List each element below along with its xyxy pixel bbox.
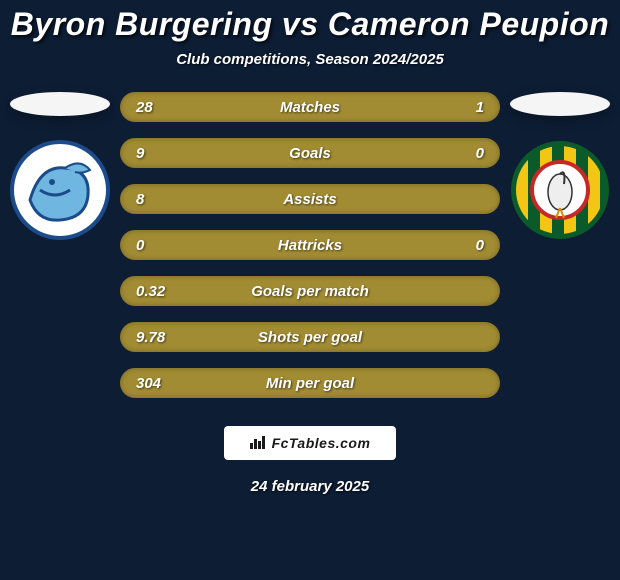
- stat-label: Shots per goal: [196, 329, 424, 346]
- stat-label: Assists: [196, 191, 424, 208]
- stat-row: 0.32Goals per match: [120, 276, 500, 306]
- stat-right-value: 1: [424, 99, 484, 116]
- stat-left-value: 0.32: [136, 283, 196, 300]
- page-subtitle: Club competitions, Season 2024/2025: [0, 51, 620, 68]
- crest-left-icon: [10, 140, 110, 240]
- stat-left-value: 0: [136, 237, 196, 254]
- brand-badge[interactable]: FcTables.com: [224, 426, 396, 460]
- spotlight-right: [510, 92, 610, 116]
- ado-den-haag-crest: [510, 140, 610, 240]
- footer-date: 24 february 2025: [0, 478, 620, 495]
- stat-right-value: 0: [424, 237, 484, 254]
- fc-den-bosch-crest: [10, 140, 110, 240]
- stat-row: 8Assists: [120, 184, 500, 214]
- stat-left-value: 28: [136, 99, 196, 116]
- spotlight-left: [10, 92, 110, 116]
- stat-label: Hattricks: [196, 237, 424, 254]
- stat-row: 9.78Shots per goal: [120, 322, 500, 352]
- content-row: 28Matches19Goals08Assists0Hattricks00.32…: [0, 92, 620, 398]
- stat-label: Min per goal: [196, 375, 424, 392]
- brand-label: FcTables.com: [272, 435, 371, 451]
- stat-row: 28Matches1: [120, 92, 500, 122]
- stat-label: Matches: [196, 99, 424, 116]
- stat-row: 9Goals0: [120, 138, 500, 168]
- stat-left-value: 9.78: [136, 329, 196, 346]
- left-column: [10, 92, 110, 240]
- bars-icon: [250, 435, 266, 452]
- page-title: Byron Burgering vs Cameron Peupion: [0, 6, 620, 43]
- stat-row: 304Min per goal: [120, 368, 500, 398]
- comparison-card: Byron Burgering vs Cameron Peupion Club …: [0, 0, 620, 580]
- stat-right-value: 0: [424, 145, 484, 162]
- stat-label: Goals per match: [196, 283, 424, 300]
- stat-left-value: 304: [136, 375, 196, 392]
- stat-left-value: 8: [136, 191, 196, 208]
- stats-column: 28Matches19Goals08Assists0Hattricks00.32…: [120, 92, 500, 398]
- stat-left-value: 9: [136, 145, 196, 162]
- right-column: [510, 92, 610, 240]
- stat-row: 0Hattricks0: [120, 230, 500, 260]
- stat-label: Goals: [196, 145, 424, 162]
- crest-right-icon: [510, 140, 610, 240]
